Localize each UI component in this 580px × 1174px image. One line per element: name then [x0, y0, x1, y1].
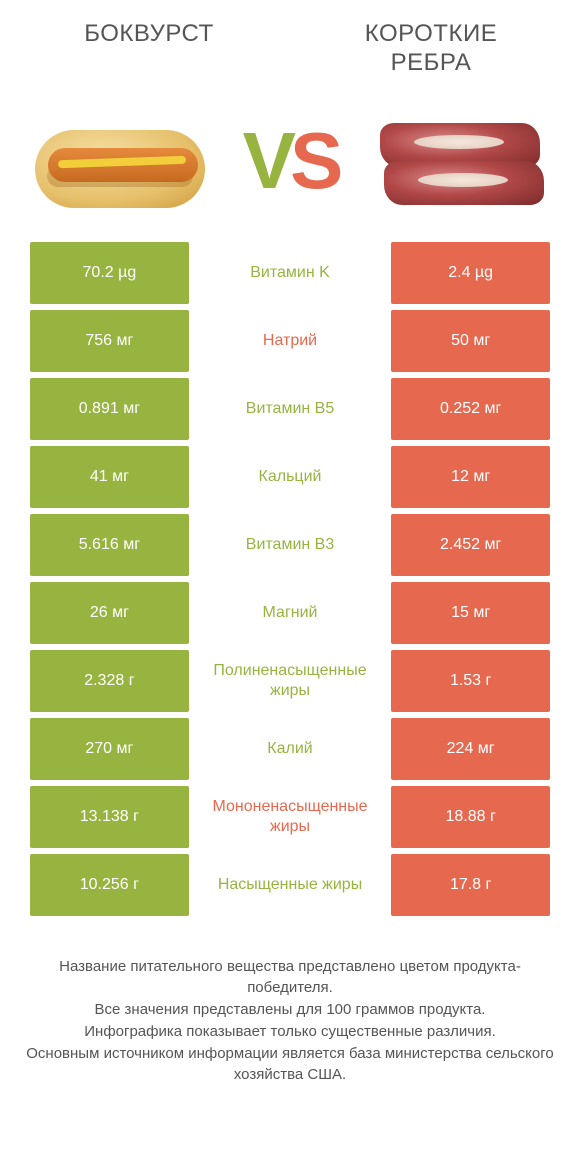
value-right: 50 мг — [391, 310, 550, 372]
value-right: 15 мг — [391, 582, 550, 644]
value-right: 2.4 µg — [391, 242, 550, 304]
vs-label: VS — [225, 121, 355, 201]
table-row: 13.138 гМононенасыщенные жиры18.88 г — [30, 786, 550, 848]
value-left: 13.138 г — [30, 786, 189, 848]
footer-line: Название питательного вещества представл… — [24, 956, 556, 1000]
hero-left — [22, 106, 217, 216]
footer-line: Инфографика показывает только существенн… — [24, 1021, 556, 1043]
hotdog-illustration — [30, 106, 210, 216]
value-left: 270 мг — [30, 718, 189, 780]
table-row: 0.891 мгВитамин B50.252 мг — [30, 378, 550, 440]
table-row: 41 мгКальций12 мг — [30, 446, 550, 508]
value-right: 18.88 г — [391, 786, 550, 848]
titles-row: БОКВУРСТ КОРОТКИЕ РЕБРА — [0, 0, 580, 78]
value-left: 70.2 µg — [30, 242, 189, 304]
value-left: 2.328 г — [30, 650, 189, 712]
title-left: БОКВУРСТ — [8, 20, 290, 49]
value-right: 224 мг — [391, 718, 550, 780]
table-row: 2.328 гПолиненасыщенные жиры1.53 г — [30, 650, 550, 712]
nutrient-label: Полиненасыщенные жиры — [195, 650, 386, 712]
value-right: 0.252 мг — [391, 378, 550, 440]
nutrient-label: Насыщенные жиры — [195, 854, 386, 916]
value-right: 2.452 мг — [391, 514, 550, 576]
footer-line: Все значения представлены для 100 граммо… — [24, 999, 556, 1021]
table-row: 26 мгМагний15 мг — [30, 582, 550, 644]
nutrient-label: Кальций — [195, 446, 386, 508]
infographic-root: БОКВУРСТ КОРОТКИЕ РЕБРА VS 70.2 µgВитам — [0, 0, 580, 1174]
nutrient-label: Натрий — [195, 310, 386, 372]
value-left: 41 мг — [30, 446, 189, 508]
footer-line: Основным источником информации является … — [24, 1043, 556, 1087]
value-right: 1.53 г — [391, 650, 550, 712]
nutrient-label: Витамин B5 — [195, 378, 386, 440]
vs-s: S — [290, 116, 337, 205]
table-row: 10.256 гНасыщенные жиры17.8 г — [30, 854, 550, 916]
value-left: 756 мг — [30, 310, 189, 372]
value-left: 26 мг — [30, 582, 189, 644]
value-left: 0.891 мг — [30, 378, 189, 440]
ribs-illustration — [366, 111, 556, 211]
title-right: КОРОТКИЕ РЕБРА — [290, 20, 572, 78]
hero-row: VS — [0, 78, 580, 242]
table-row: 756 мгНатрий50 мг — [30, 310, 550, 372]
value-left: 5.616 мг — [30, 514, 189, 576]
nutrient-label: Витамин K — [195, 242, 386, 304]
nutrient-label: Магний — [195, 582, 386, 644]
table-row: 5.616 мгВитамин B32.452 мг — [30, 514, 550, 576]
vs-v: V — [243, 116, 290, 205]
footer-notes: Название питательного вещества представл… — [0, 922, 580, 1087]
comparison-table: 70.2 µgВитамин K2.4 µg756 мгНатрий50 мг0… — [0, 242, 580, 922]
nutrient-label: Мононенасыщенные жиры — [195, 786, 386, 848]
value-right: 17.8 г — [391, 854, 550, 916]
table-row: 270 мгКалий224 мг — [30, 718, 550, 780]
table-row: 70.2 µgВитамин K2.4 µg — [30, 242, 550, 304]
value-left: 10.256 г — [30, 854, 189, 916]
value-right: 12 мг — [391, 446, 550, 508]
title-left-wrap: БОКВУРСТ — [8, 20, 290, 78]
title-right-wrap: КОРОТКИЕ РЕБРА — [290, 20, 572, 78]
nutrient-label: Витамин B3 — [195, 514, 386, 576]
nutrient-label: Калий — [195, 718, 386, 780]
hero-right — [363, 111, 558, 211]
